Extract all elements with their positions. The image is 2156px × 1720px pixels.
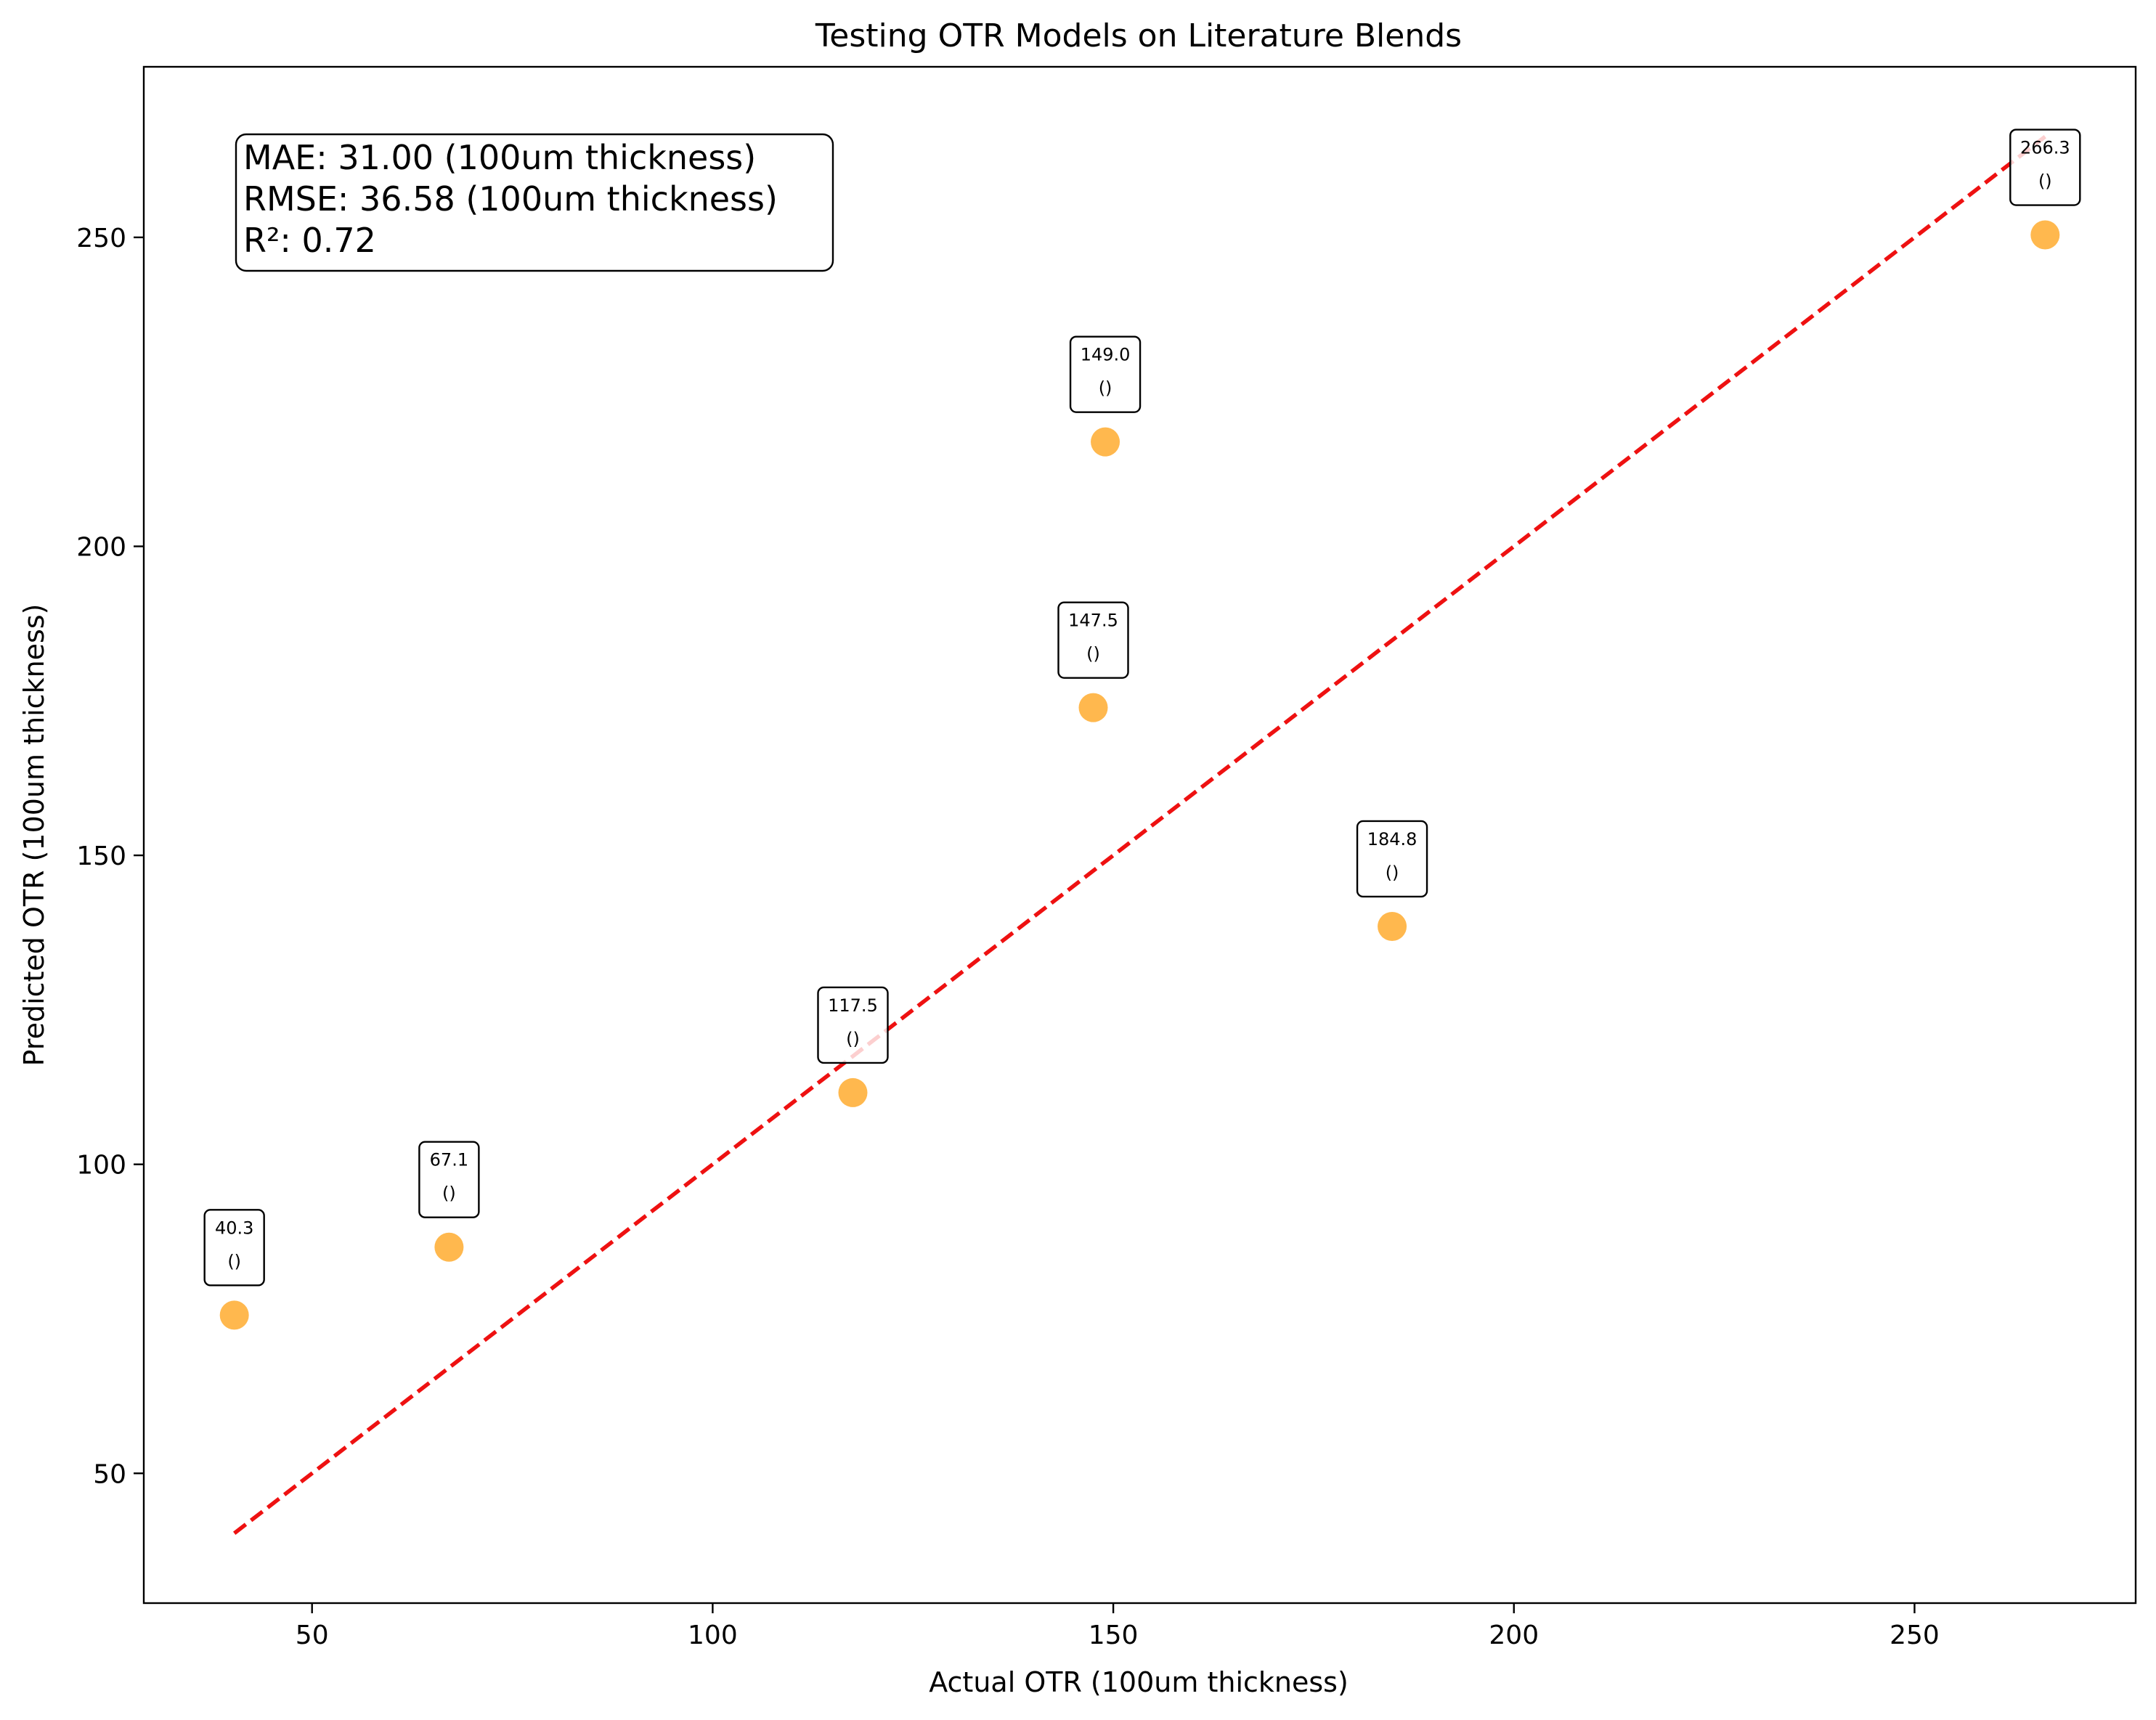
- point-annotation: 147.5 (): [1057, 601, 1129, 679]
- annotation-box: [1057, 601, 1129, 679]
- y-axis-ticks: 50 100 150 200 250: [76, 224, 144, 1489]
- chart-title: Testing OTR Models on Literature Blends: [815, 17, 1462, 54]
- annotation-value: 149.0: [1081, 345, 1131, 365]
- annotation-box: [1069, 335, 1142, 413]
- stats-box: MAE: 31.00 (100um thickness) RMSE: 36.58…: [235, 133, 834, 272]
- annotation-value: 147.5: [1068, 611, 1118, 631]
- annotation-value: 40.3: [215, 1218, 253, 1238]
- y-tick-label: 200: [76, 533, 126, 563]
- annotation-box: [1356, 820, 1428, 898]
- data-point: [434, 1232, 464, 1262]
- point-annotation: 149.0 (): [1069, 335, 1142, 413]
- y-tick-label: 250: [76, 224, 126, 253]
- annotation-value: 117.5: [828, 995, 878, 1016]
- stats-box-frame: [235, 133, 834, 272]
- annotation-sublabel: (): [2038, 171, 2052, 192]
- data-point: [2030, 220, 2060, 250]
- point-annotation: 184.8 (): [1356, 820, 1428, 898]
- annotation-sublabel: (): [442, 1183, 456, 1204]
- annotation-box: [203, 1209, 265, 1287]
- x-axis-ticks: 50 100 150 200 250: [296, 1603, 1940, 1650]
- point-annotation: 40.3 (): [203, 1209, 265, 1287]
- stats-mae: MAE: 31.00 (100um thickness): [243, 138, 756, 177]
- y-tick-label: 50: [93, 1459, 126, 1489]
- reference-line-layer: [233, 135, 2046, 1535]
- point-annotation: 117.5 (): [817, 986, 889, 1064]
- x-axis-label: Actual OTR (100um thickness): [929, 1666, 1348, 1698]
- x-tick-label: 50: [296, 1621, 329, 1650]
- point-annotation: 266.3 (): [2009, 129, 2081, 206]
- annotation-box: [418, 1141, 480, 1218]
- x-tick-label: 100: [688, 1621, 738, 1650]
- data-point: [838, 1077, 868, 1107]
- stats-r2: R²: 0.72: [243, 221, 376, 260]
- annotations-layer: 40.3 () 67.1 () 117.5 () 147.5 () 149.0 () 184.8 ()…: [203, 129, 2081, 1287]
- plot-frame: [142, 65, 2137, 1605]
- annotation-sublabel: (): [1386, 863, 1399, 883]
- x-tick-label: 150: [1089, 1621, 1139, 1650]
- y-tick-label: 100: [76, 1151, 126, 1181]
- annotation-sublabel: (): [1099, 378, 1112, 399]
- point-annotation: 67.1 (): [418, 1141, 480, 1218]
- data-point: [1091, 427, 1120, 457]
- annotation-box: [817, 986, 889, 1064]
- annotation-value: 184.8: [1367, 829, 1417, 849]
- annotation-sublabel: (): [227, 1251, 241, 1271]
- stats-rmse: RMSE: 36.58 (100um thickness): [243, 179, 778, 219]
- reference-line: [233, 135, 2046, 1535]
- annotation-value: 67.1: [430, 1150, 468, 1170]
- data-point: [1078, 693, 1108, 722]
- y-tick-label: 150: [76, 841, 126, 871]
- x-tick-label: 250: [1889, 1621, 1940, 1650]
- annotation-value: 266.3: [2020, 138, 2070, 158]
- data-point: [219, 1300, 249, 1330]
- annotation-box: [2009, 129, 2081, 206]
- y-axis-label: Predicted OTR (100um thickness): [18, 604, 50, 1067]
- x-tick-label: 200: [1489, 1621, 1539, 1650]
- annotation-sublabel: (): [846, 1029, 860, 1049]
- data-point: [1378, 911, 1407, 941]
- points-layer: [219, 220, 2060, 1330]
- annotation-sublabel: (): [1086, 644, 1100, 664]
